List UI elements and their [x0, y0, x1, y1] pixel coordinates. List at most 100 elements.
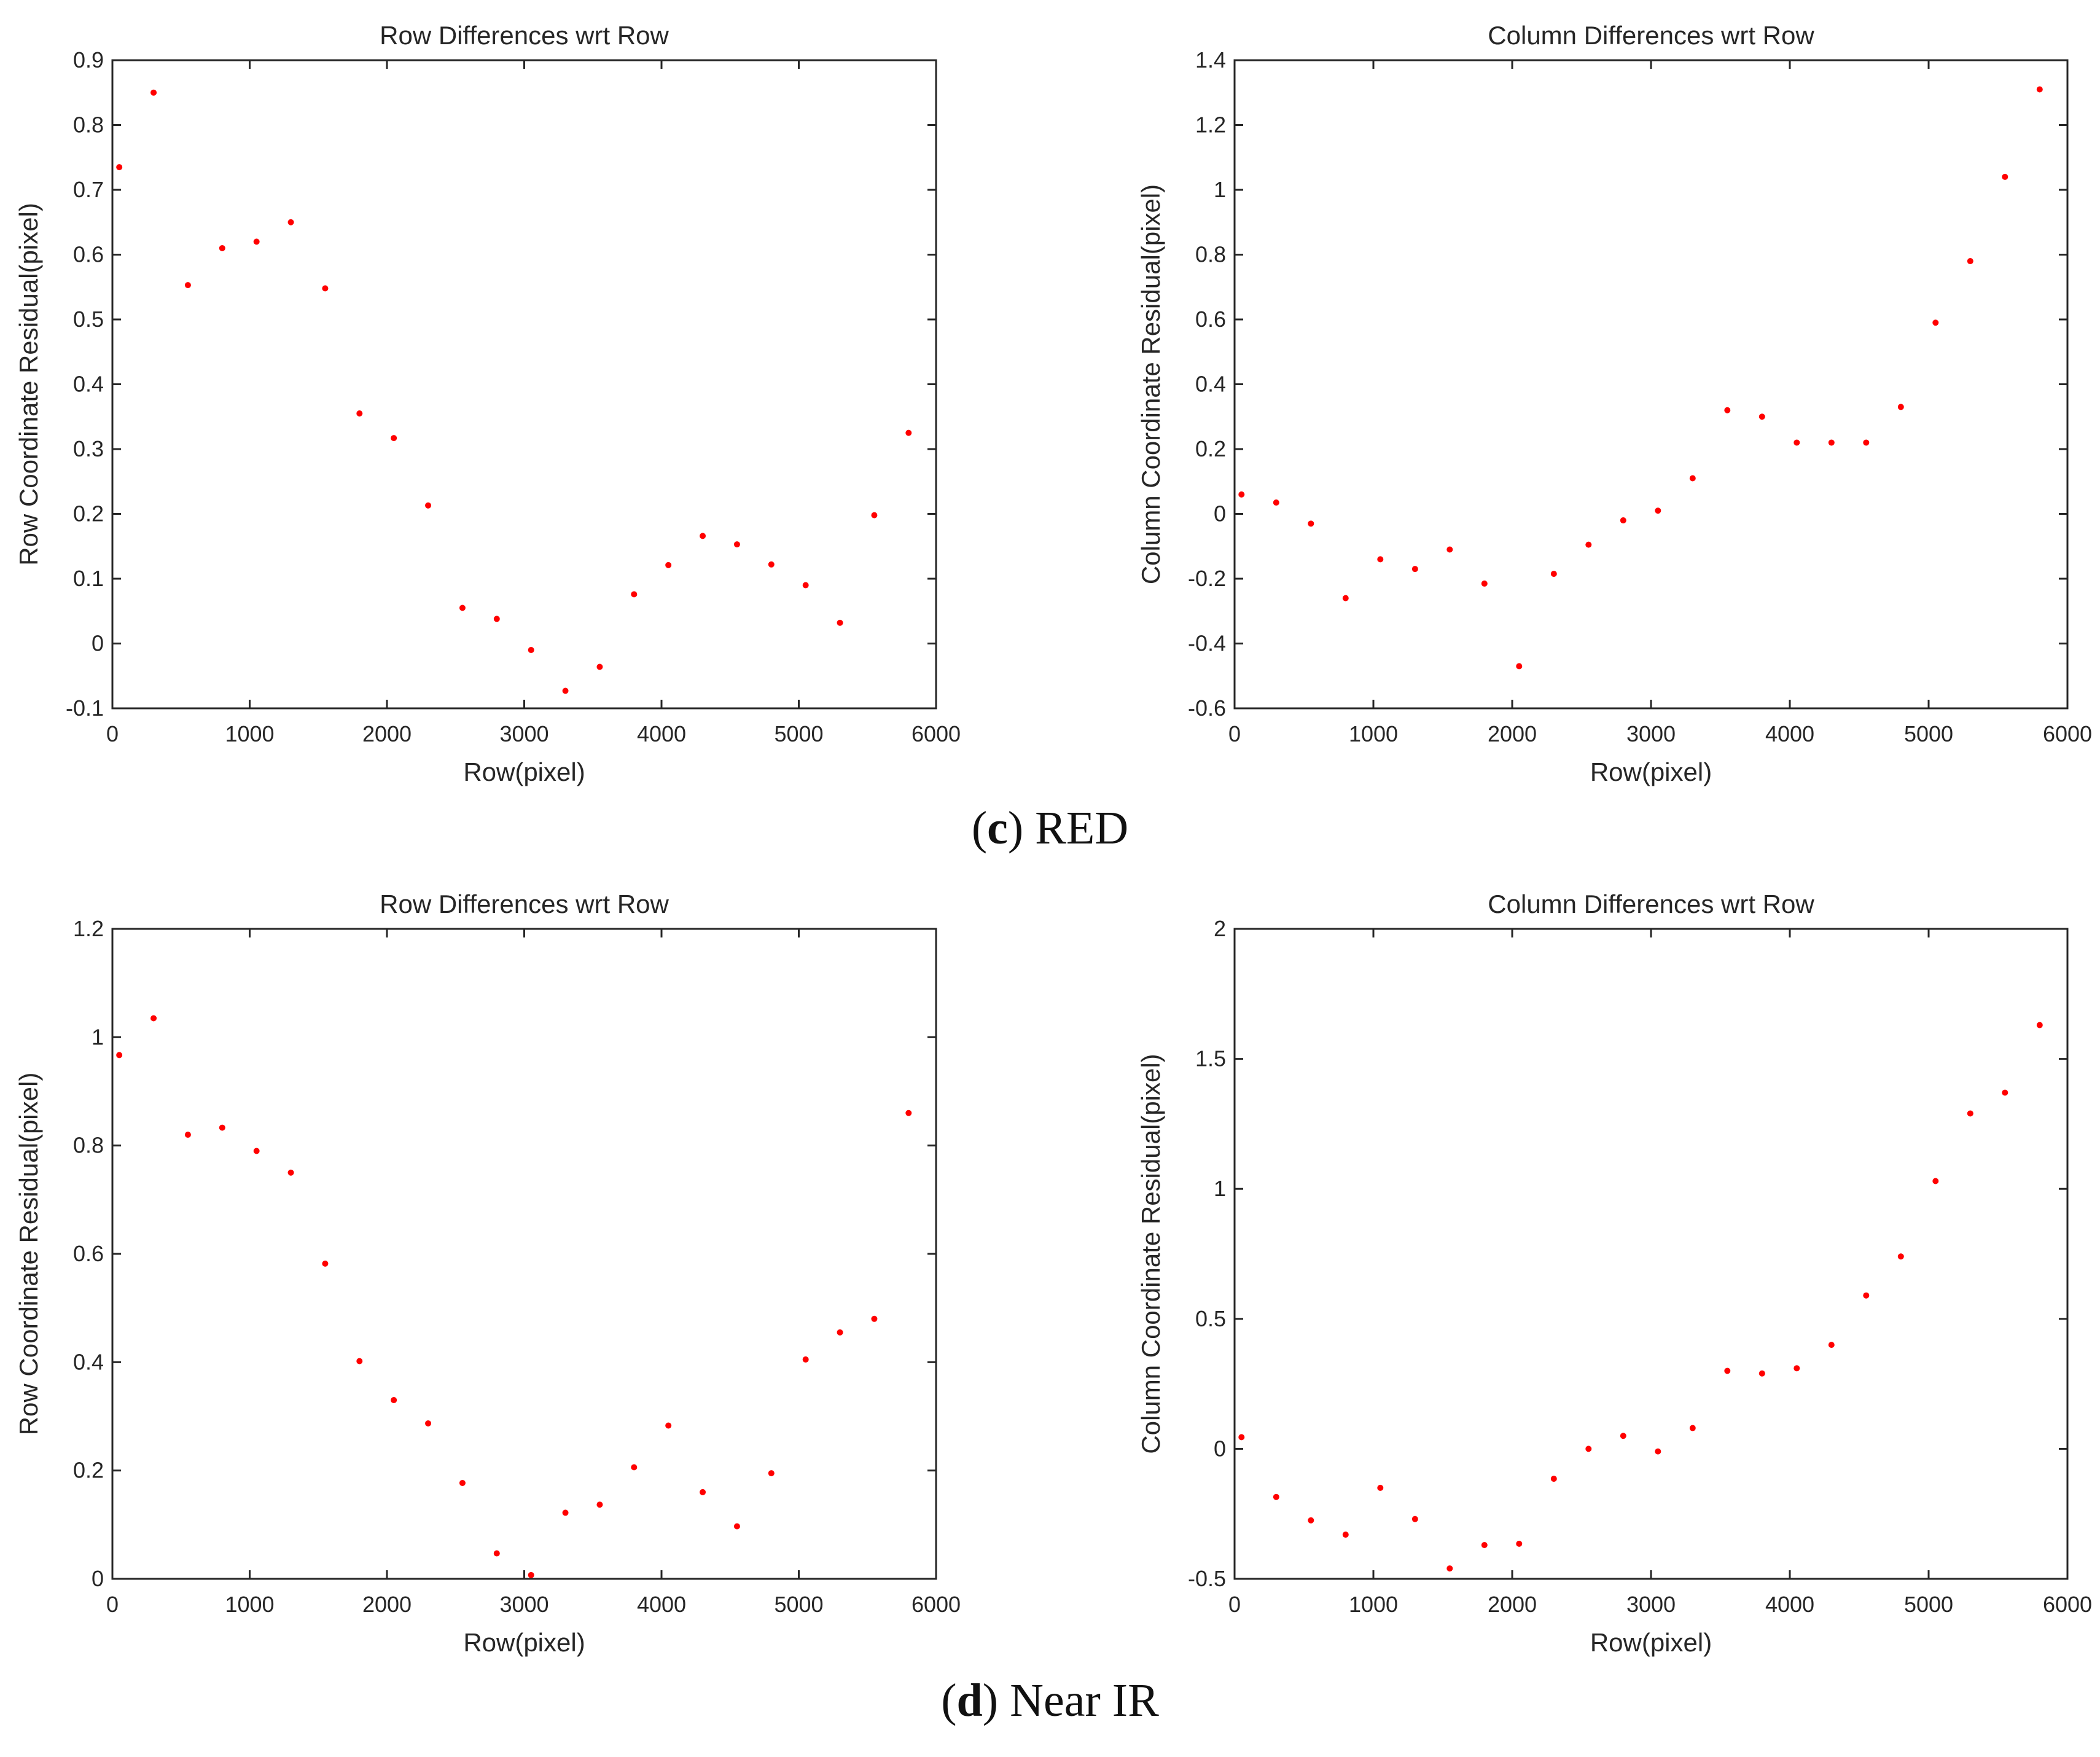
data-point — [356, 410, 363, 417]
chart-1: 0 1000 2000 3000 4000 5000 6000-0.100.10.20.30… — [14, 21, 961, 786]
x-tick-label: 0 — [1228, 1592, 1241, 1617]
data-point — [150, 1015, 157, 1022]
data-point — [665, 562, 672, 568]
data-point — [1758, 413, 1765, 420]
x-tick-label: 4000 — [1765, 721, 1814, 746]
y-tick-label: 0 — [92, 631, 104, 656]
data-point — [219, 245, 225, 251]
y-axis-label: Column Coordinate Residual(pixel) — [1136, 184, 1165, 584]
y-tick-label: 1 — [1214, 1176, 1226, 1201]
data-point — [287, 219, 294, 225]
data-point — [1238, 1434, 1245, 1441]
data-point — [1655, 507, 1661, 514]
data-point — [1794, 439, 1800, 446]
y-tick-label: 0.9 — [73, 47, 104, 72]
x-tick-label: 3000 — [499, 721, 548, 746]
data-point — [596, 663, 603, 670]
x-tick-label: 5000 — [774, 721, 823, 746]
x-tick-label: 4000 — [637, 721, 686, 746]
y-tick-label: 0.4 — [73, 372, 104, 397]
data-point — [1863, 1292, 1870, 1299]
y-tick-label: -0.5 — [1188, 1566, 1226, 1591]
data-point — [2002, 1089, 2008, 1096]
data-point — [1620, 517, 1626, 524]
data-point — [322, 285, 329, 292]
y-tick-label: 0.5 — [1195, 1306, 1226, 1331]
data-point — [1932, 319, 1939, 326]
data-point — [562, 1509, 569, 1516]
x-tick-label: 3000 — [1626, 1592, 1676, 1617]
x-tick-label: 2000 — [362, 1592, 412, 1617]
data-point — [219, 1124, 225, 1131]
y-tick-label: 0.1 — [73, 566, 104, 591]
data-point — [1620, 1433, 1626, 1439]
y-tick-label: 1.2 — [1195, 112, 1226, 138]
data-point — [871, 1315, 878, 1322]
data-point — [905, 1109, 912, 1116]
y-tick-label: 0.2 — [73, 501, 104, 526]
data-point — [733, 1523, 740, 1530]
x-tick-label: 6000 — [2043, 721, 2092, 746]
y-axis-label: Row Coordinate Residual(pixel) — [14, 1073, 43, 1436]
x-tick-label: 1000 — [1349, 721, 1398, 746]
y-tick-label: 2 — [1214, 916, 1226, 941]
y-tick-label: 0 — [1214, 501, 1226, 526]
data-point — [1342, 1532, 1349, 1538]
x-tick-label: 5000 — [774, 1592, 823, 1617]
data-point — [528, 1571, 534, 1578]
caption-near-ir-text: Near IR — [1010, 1675, 1159, 1726]
data-point — [1481, 580, 1488, 587]
data-point — [493, 1550, 500, 1557]
x-tick-label: 4000 — [637, 1592, 686, 1617]
data-point — [1273, 499, 1279, 506]
x-axis-label: Row(pixel) — [463, 757, 585, 786]
y-axis-label: Row Coordinate Residual(pixel) — [14, 203, 43, 566]
x-tick-label: 1000 — [225, 721, 274, 746]
data-point — [1516, 1540, 1523, 1547]
data-point — [184, 1132, 191, 1138]
x-tick-label: 3000 — [499, 1592, 548, 1617]
data-point — [1550, 571, 1557, 577]
y-tick-label: 1 — [1214, 177, 1226, 202]
data-point — [1724, 407, 1731, 413]
x-tick-label: 2000 — [1488, 1592, 1537, 1617]
data-point — [1446, 546, 1453, 553]
chart-title: Column Differences wrt Row — [1488, 890, 1814, 918]
chart-2: 0 1000 2000 3000 4000 5000 6000 -0.6 -0.4 -0.2 0 0.… — [1136, 21, 2092, 786]
chart-title: Column Differences wrt Row — [1488, 21, 1814, 50]
data-point — [837, 619, 843, 626]
data-point — [322, 1260, 329, 1267]
data-point — [459, 1479, 466, 1486]
data-point — [1342, 595, 1349, 601]
data-point — [1828, 1342, 1835, 1348]
x-tick-label: 2000 — [1488, 721, 1537, 746]
data-point — [2036, 86, 2043, 93]
y-tick-label: -0.4 — [1188, 631, 1226, 656]
data-point — [493, 616, 500, 622]
x-tick-label: 6000 — [911, 1592, 961, 1617]
data-point — [1308, 1517, 1314, 1524]
data-point — [1308, 520, 1314, 527]
data-point — [1273, 1493, 1279, 1500]
data-point — [802, 582, 809, 589]
y-tick-label: 0.8 — [1195, 242, 1226, 267]
data-point — [528, 647, 534, 654]
data-point — [1411, 1516, 1418, 1522]
y-tick-label: 0.8 — [73, 1133, 104, 1158]
data-point — [356, 1358, 363, 1364]
x-tick-label: 6000 — [2043, 1592, 2092, 1617]
caption-near-ir: (d) Near IR — [941, 1675, 1159, 1726]
data-point — [1932, 1178, 1939, 1184]
data-point — [631, 591, 638, 598]
data-point — [391, 1397, 397, 1404]
data-point — [1967, 258, 1973, 265]
chart-title: Row Differences wrt Row — [380, 21, 669, 50]
data-point — [150, 89, 157, 96]
chart-3: 0 1000 2000 3000 4000 5000 6000 0 0.2 0.4 0.6 0.8 1 1… — [14, 890, 961, 1657]
data-point — [1585, 541, 1592, 548]
data-point — [116, 1052, 123, 1059]
x-tick-label: 5000 — [1904, 1592, 1953, 1617]
chart-title: Row Differences wrt Row — [380, 890, 669, 918]
y-tick-label: 1.2 — [73, 916, 104, 941]
data-point — [871, 512, 878, 518]
